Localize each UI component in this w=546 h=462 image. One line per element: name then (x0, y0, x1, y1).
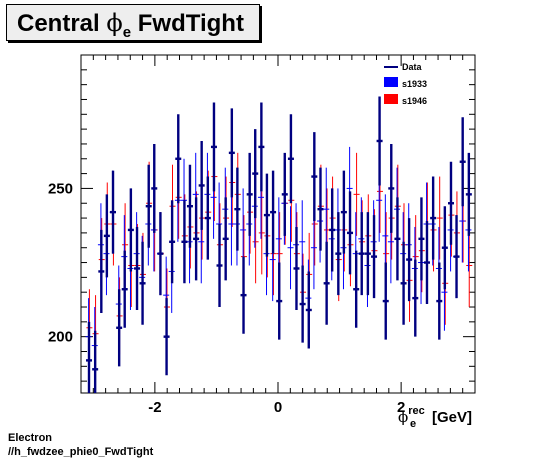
title-sub: e (122, 23, 132, 41)
data-point (412, 259, 419, 337)
x-tick-label: 2 (397, 399, 405, 416)
data-point (139, 241, 146, 325)
data-point (335, 212, 342, 296)
data-point (311, 132, 318, 222)
data-point (163, 298, 170, 376)
data-point (317, 167, 324, 251)
data-point (145, 164, 152, 248)
data-point (376, 96, 383, 186)
data-point (388, 143, 395, 233)
title-main: Central (17, 10, 100, 37)
data-point (186, 164, 193, 248)
data-point (258, 102, 265, 192)
data-point (418, 197, 425, 281)
chart-title: Central ϕe FwdTight (7, 5, 259, 41)
data-point (181, 200, 188, 284)
data-point (323, 241, 330, 325)
data-point (423, 221, 430, 305)
data-point (305, 271, 312, 349)
data-point (222, 197, 229, 281)
data-point (436, 176, 443, 260)
data-point (210, 102, 217, 192)
legend-label: Data (402, 62, 423, 72)
data-point (441, 206, 448, 290)
legend-label: s1946 (402, 96, 427, 106)
data-point (400, 241, 407, 325)
data-point (258, 191, 265, 275)
legend-label: s1933 (402, 79, 427, 89)
data-point (134, 226, 141, 310)
data-point (293, 226, 300, 310)
data-point (340, 170, 347, 254)
data-point (157, 212, 164, 296)
data-point (270, 170, 277, 254)
x-tick-label: -2 (148, 399, 161, 416)
data-point (347, 191, 354, 275)
data-point (110, 170, 117, 254)
data-point (447, 161, 454, 245)
data-point (252, 129, 259, 219)
data-point (287, 114, 294, 204)
data-point (92, 330, 99, 393)
x-axis-label: ϕrec e [GeV] (398, 405, 472, 430)
data-point (121, 250, 128, 328)
data-point (276, 262, 283, 340)
data-point (169, 200, 176, 284)
data-point (127, 188, 134, 272)
data-point (358, 212, 365, 296)
data-point (86, 321, 93, 393)
data-point (116, 289, 123, 367)
data-point (453, 215, 460, 299)
data-point (228, 108, 235, 198)
data-point (240, 256, 247, 334)
data-point (193, 197, 200, 281)
data-point (281, 152, 288, 236)
data-point (430, 176, 437, 260)
x-tick-label: 0 (274, 399, 282, 416)
data-point (323, 167, 330, 251)
data-point (98, 229, 105, 313)
y-tick-label: 200 (48, 329, 73, 346)
legend-swatch-s1933 (384, 77, 398, 87)
data-point (394, 197, 401, 281)
data-point (216, 224, 223, 308)
data-point (299, 265, 306, 343)
data-point (364, 212, 371, 296)
title-box: Central ϕe FwdTight (6, 4, 260, 41)
data-point (371, 215, 378, 299)
data-point (459, 117, 466, 207)
data-point (353, 250, 360, 328)
data-point (436, 262, 443, 340)
data-point (246, 152, 253, 236)
y-tick-label: 250 (48, 180, 73, 197)
data-point (151, 143, 158, 233)
data-point (103, 194, 110, 278)
footer-line-2: //h_fwdzee_phie0_FwdTight (8, 446, 154, 458)
data-point (353, 152, 360, 236)
data-point (465, 152, 472, 236)
data-point (329, 188, 336, 272)
data-point (263, 173, 270, 257)
data-point (234, 167, 241, 251)
data-point (198, 140, 205, 230)
data-point (406, 218, 413, 302)
data-point (466, 224, 473, 308)
data-point (175, 114, 182, 204)
title-rest: FwdTight (137, 10, 244, 37)
data-point (204, 176, 211, 260)
title-phi: ϕ (106, 9, 123, 37)
legend-swatch-s1946 (384, 94, 398, 104)
footer-line-1: Electron (8, 432, 53, 444)
data-point (287, 206, 294, 290)
data-point (382, 262, 389, 340)
